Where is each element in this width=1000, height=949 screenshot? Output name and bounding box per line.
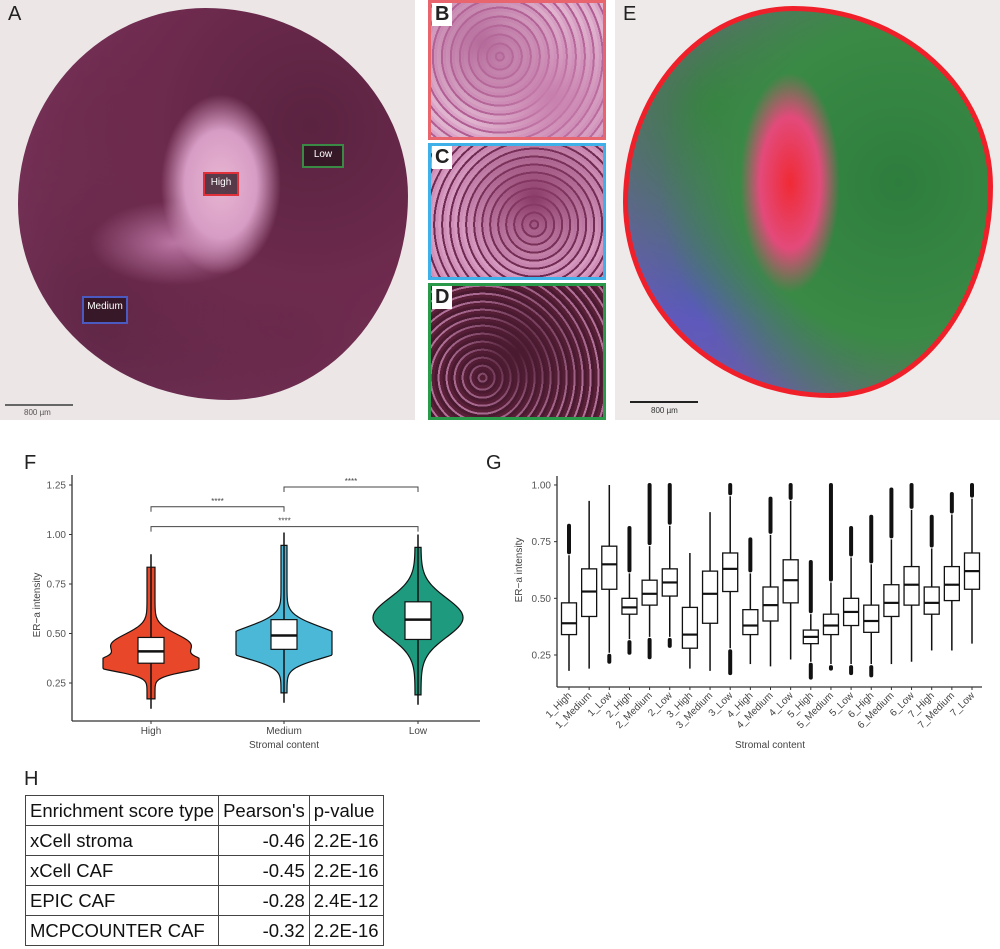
significance-label: **** bbox=[278, 517, 290, 526]
significance-label: **** bbox=[211, 497, 223, 506]
roi-high-label: High bbox=[210, 177, 232, 188]
box-chart-g: ER−a intensity Stromal content 0.25 0.50 0… bbox=[514, 476, 982, 751]
box-6-high bbox=[863, 604, 880, 633]
cell-pearson: -0.45 bbox=[218, 855, 310, 886]
box-4-medium bbox=[762, 586, 779, 622]
panel-c-medium-stroma-inset bbox=[428, 143, 606, 280]
box-5-medium bbox=[822, 613, 840, 636]
panel-label-h: H bbox=[24, 768, 39, 790]
significance-bracket bbox=[150, 526, 419, 532]
roi-medium: Medium bbox=[82, 296, 128, 324]
panel-b-high-stroma-inset bbox=[428, 0, 606, 140]
header-p-value: p-value bbox=[308, 795, 384, 826]
panel-e-classified-tissue-image: 800 µm bbox=[615, 0, 1000, 420]
cell-pearson: -0.46 bbox=[218, 825, 310, 856]
correlation-table: Enrichment score type Pearson's p-value … bbox=[24, 795, 384, 946]
y-axis-label: ER−a intensity bbox=[514, 538, 525, 603]
panel-label-d: D bbox=[432, 286, 453, 309]
box-6-low bbox=[903, 565, 920, 606]
cell-p-value: 2.2E-16 bbox=[308, 915, 384, 946]
table-header-row: Enrichment score type Pearson's p-value bbox=[24, 795, 384, 826]
panel-label-b: B bbox=[432, 3, 453, 26]
y-tick-label: 1.00 bbox=[47, 530, 67, 541]
cell-score-type: MCPCOUNTER CAF bbox=[24, 915, 220, 946]
roi-high: High bbox=[203, 172, 239, 196]
significance-label: **** bbox=[345, 477, 357, 486]
box-1-low bbox=[601, 545, 618, 590]
panel-label-f: F bbox=[24, 452, 37, 474]
scale-bar-label: 800 µm bbox=[651, 406, 678, 415]
cell-pearson: -0.28 bbox=[218, 885, 310, 916]
cell-p-value: 2.2E-16 bbox=[308, 855, 384, 886]
box-3-high bbox=[681, 606, 699, 649]
box-1-medium bbox=[581, 568, 598, 618]
tissue-classification-map bbox=[623, 6, 993, 398]
x-axis-label: Stromal content bbox=[735, 740, 805, 751]
panel-label-e: E bbox=[623, 3, 637, 25]
box-2-medium bbox=[641, 579, 658, 606]
cell-p-value: 2.4E-12 bbox=[308, 885, 384, 916]
y-tick-label: 0.75 bbox=[47, 580, 67, 591]
roi-low-label: Low bbox=[313, 149, 333, 160]
y-tick-label: 0.75 bbox=[532, 537, 552, 548]
box-1-high bbox=[560, 602, 578, 636]
header-score-type: Enrichment score type bbox=[24, 795, 220, 826]
y-tick-label: 0.50 bbox=[47, 629, 67, 640]
x-axis-label: Stromal content bbox=[249, 740, 319, 751]
cell-pearson: -0.32 bbox=[218, 915, 310, 946]
panel-a-tissue-image: High Low Medium 800 µm bbox=[0, 0, 415, 420]
scale-bar-label: 800 µm bbox=[24, 408, 51, 417]
cell-score-type: EPIC CAF bbox=[24, 885, 220, 916]
table-row: xCell stroma -0.46 2.2E-16 bbox=[24, 825, 384, 856]
panel-label-c: C bbox=[432, 146, 453, 169]
y-tick-label: 0.50 bbox=[532, 594, 552, 605]
x-tick-label-low: Low bbox=[409, 726, 428, 737]
box-7-high bbox=[923, 586, 940, 615]
x-tick-label-high: High bbox=[141, 726, 162, 737]
scale-bar bbox=[5, 404, 73, 406]
panel-d-low-stroma-inset bbox=[428, 283, 606, 420]
box-6-medium bbox=[883, 584, 900, 618]
cell-score-type: xCell CAF bbox=[24, 855, 220, 886]
header-pearson: Pearson's bbox=[218, 795, 310, 826]
significance-bracket bbox=[283, 486, 419, 492]
violin-chart-f: ER−a intensity Stromal content 0.25 0.50 0… bbox=[32, 475, 480, 751]
roi-low: Low bbox=[302, 144, 344, 168]
y-axis-label: ER−a intensity bbox=[32, 573, 43, 638]
cell-p-value: 2.2E-16 bbox=[308, 825, 384, 856]
tissue-section-he bbox=[18, 8, 408, 400]
box-3-low bbox=[722, 552, 739, 593]
table-row: MCPCOUNTER CAF -0.32 2.2E-16 bbox=[24, 915, 384, 946]
x-tick-label-medium: Medium bbox=[266, 726, 302, 737]
box-3-medium bbox=[701, 570, 719, 624]
box-2-high bbox=[621, 597, 638, 615]
panel-label-a: A bbox=[8, 3, 22, 25]
scale-bar bbox=[630, 401, 698, 403]
table-row: xCell CAF -0.45 2.2E-16 bbox=[24, 855, 384, 886]
y-tick-label: 0.25 bbox=[47, 679, 67, 690]
box-7-medium bbox=[943, 565, 960, 602]
box-4-low bbox=[782, 559, 799, 604]
significance-bracket bbox=[150, 506, 285, 512]
cell-score-type: xCell stroma bbox=[24, 825, 220, 856]
panel-label-g: G bbox=[486, 452, 502, 474]
roi-medium-label: Medium bbox=[87, 301, 123, 312]
y-tick-label: 1.25 bbox=[47, 481, 67, 492]
y-tick-label: 0.25 bbox=[532, 651, 552, 662]
table-row: EPIC CAF -0.28 2.4E-12 bbox=[24, 885, 384, 916]
y-tick-label: 1.00 bbox=[532, 480, 552, 491]
box-4-high bbox=[742, 609, 759, 636]
